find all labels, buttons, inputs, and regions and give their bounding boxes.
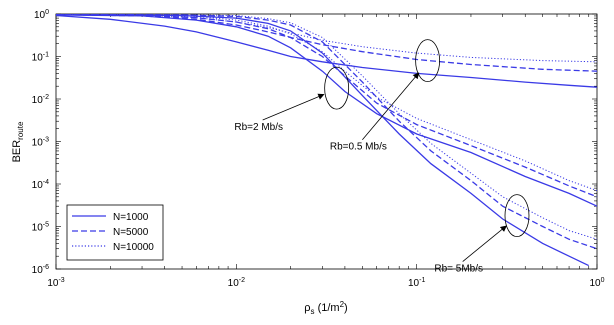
x-axis-title: ρs (1/m2) [304,300,347,316]
annotations: Rb=2 Mb/s Rb=0.5 Mb/s Rb= 5Mb/s [234,39,530,275]
y-tick-label: 10-6 [32,264,49,276]
y-tick-label: 10-5 [32,222,49,234]
legend-label: N=1000 [113,212,149,223]
annotation-ellipse [415,39,441,83]
x-tick-label: 10-1 [408,277,425,289]
annotation-label: Rb=0.5 Mb/s [330,142,387,153]
series-line [56,14,597,250]
legend-label: N=5000 [113,227,149,238]
annotation-ellipse [504,194,530,238]
annotation-arrow [262,93,325,121]
annotation-arrow [462,225,507,262]
series-line [56,14,597,198]
annotation-label: Rb= 5Mb/s [434,264,483,275]
series-line [56,14,589,267]
legend-box [66,204,164,261]
axis-ticks [55,13,598,270]
y-tick-label: 100 [34,9,49,21]
annotation-label: Rb=2 Mb/s [234,122,283,133]
series-line [56,14,597,192]
series-line [56,14,597,207]
series-layer [56,14,597,267]
annotation-ellipse [324,66,350,110]
x-tick-label: 10-3 [47,277,64,289]
series-line [56,14,597,72]
y-axis-title: BERroute [11,121,25,162]
y-tick-labels: 10-6 10-5 10-4 10-3 10-2 10-1 100 [32,9,49,276]
legend-label: N=10000 [113,242,154,253]
y-tick-label: 10-3 [32,137,49,149]
x-tick-label: 100 [589,277,604,289]
x-tick-labels: 10-3 10-2 10-1 100 [47,277,604,289]
y-tick-label: 10-1 [32,52,49,64]
x-tick-label: 10-2 [228,277,245,289]
y-tick-label: 10-4 [32,179,49,191]
y-tick-label: 10-2 [32,94,49,106]
legend: N=1000 N=5000 N=10000 [66,204,164,261]
series-line [56,14,597,240]
annotation-arrow [362,72,420,140]
legend-items: N=1000 N=5000 N=10000 [72,212,154,253]
